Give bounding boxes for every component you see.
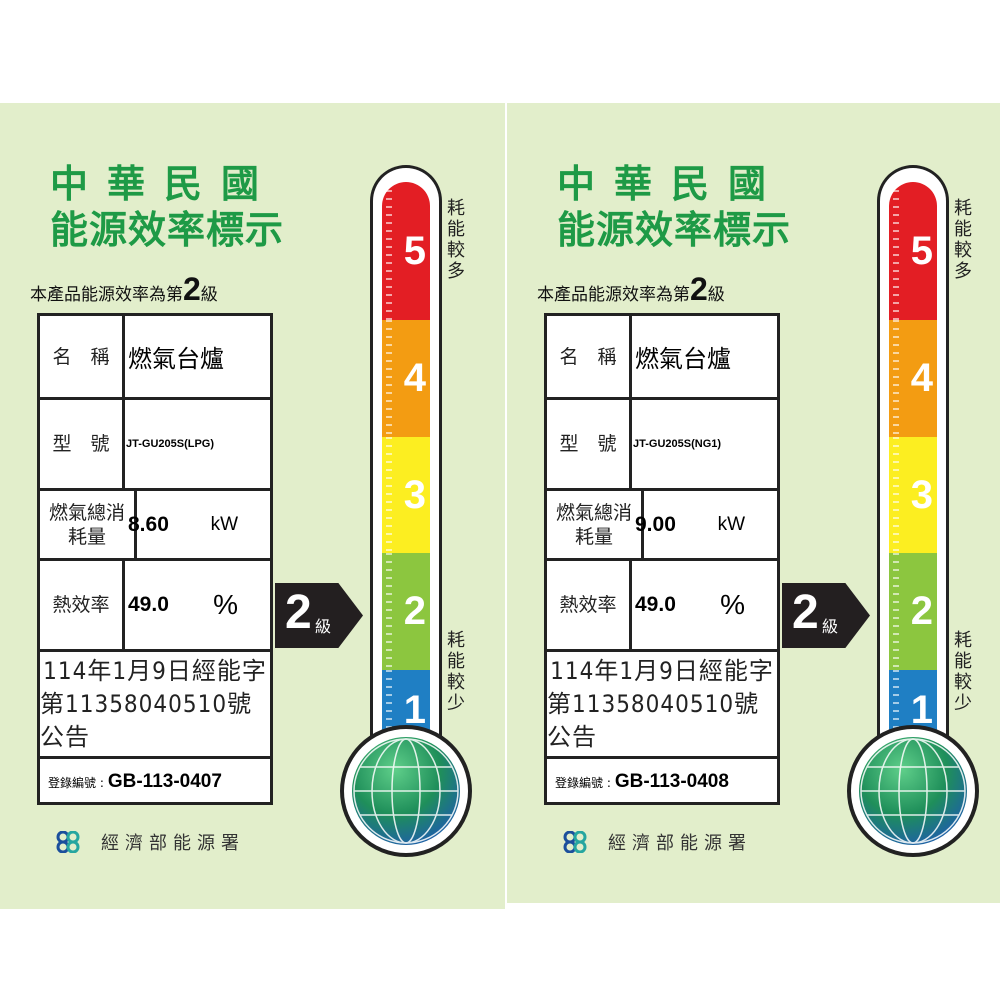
grade-number: 2 [183, 271, 201, 307]
announcement-line1: 114年1月9日經能字 [550, 656, 774, 685]
announcement: 114年1月9日經能字第11358040510號公告 [547, 652, 777, 759]
reg-value: GB-113-0407 [107, 771, 222, 792]
agency-name: 經濟部能源署 [101, 833, 245, 854]
name-value: 燃氣台爐 [635, 345, 731, 373]
band-2: 2 [382, 553, 430, 670]
reg-label: 登錄編號 : [555, 775, 611, 790]
row-gas: 燃氣總消耗量 8.60 kW [40, 491, 270, 561]
eff-value: 49.0 [635, 593, 676, 616]
name-label: 名 稱 [547, 316, 632, 397]
gas-label: 燃氣總消耗量 [547, 491, 644, 558]
model-value: JT-GU205S(LPG) [126, 438, 215, 450]
gas-value: 8.60 [128, 512, 169, 536]
gas-value: 9.00 [635, 512, 676, 536]
title-line1: 中華民國 [557, 162, 786, 206]
band-2: 2 [889, 553, 937, 670]
announcement-line1: 114年1月9日經能字 [43, 656, 267, 685]
globe-bulb [847, 725, 979, 857]
spec-table: 名 稱燃氣台爐 型 號 JT-GU205S(NG1) 燃氣總消耗量 9.00 kW 熱… [544, 313, 780, 805]
row-gas: 燃氣總消耗量 9.00 kW [547, 491, 777, 561]
eff-value: 49.0 [128, 593, 169, 616]
less-energy-label: 耗能較少 [447, 630, 465, 714]
agency-logo: 經濟部能源署 [562, 829, 752, 855]
agency-logo-icon [563, 831, 587, 853]
band-4: 4 [382, 320, 430, 437]
band-5: 5 [382, 182, 430, 320]
grade-statement-prefix: 本產品能源效率為第 [537, 285, 690, 305]
eff-value-cell: 49.0% [128, 561, 266, 649]
title-line1: 中華民國 [50, 162, 279, 206]
more-energy-label: 耗能較多 [447, 198, 465, 282]
agency-name: 經濟部能源署 [608, 833, 752, 854]
eff-value-cell: 49.0% [635, 561, 773, 649]
band-3: 3 [382, 437, 430, 553]
title-line2: 能源效率標示 [50, 208, 285, 252]
energy-label-ng1: 中華民國 能源效率標示 本產品能源效率為第2級 名 稱燃氣台爐 型 號 JT-GU… [507, 103, 1000, 903]
thermometer: 5 4 3 2 1 [370, 165, 442, 765]
gas-unit: kW [717, 513, 745, 535]
reg-label: 登錄編號 : [48, 775, 104, 790]
model-label: 型 號 [40, 400, 125, 488]
row-efficiency: 熱效率 49.0% [40, 561, 270, 652]
band-5: 5 [889, 182, 937, 320]
eff-label: 熱效率 [40, 561, 125, 649]
band-4: 4 [889, 320, 937, 437]
registration: 登錄編號 : GB-113-0407 [40, 759, 270, 805]
grade-number: 2 [690, 271, 708, 307]
registration: 登錄編號 : GB-113-0408 [547, 759, 777, 805]
title-line2: 能源效率標示 [557, 208, 792, 252]
gas-value-cell: 8.60 kW [128, 491, 266, 558]
announcement-line2: 第11358040510號公告 [547, 689, 760, 751]
label-title: 中華民國 能源效率標示 [557, 161, 792, 253]
grade-statement-prefix: 本產品能源效率為第 [30, 285, 183, 305]
less-energy-label: 耗能較少 [954, 630, 972, 714]
row-efficiency: 熱效率 49.0% [547, 561, 777, 652]
arrow-suffix: 級 [822, 617, 839, 636]
grade-statement-suffix: 級 [200, 285, 218, 305]
energy-label-lpg: 中華民國 能源效率標示 本產品能源效率為第2級 名 稱燃氣台爐 型 號 JT-GU… [0, 103, 505, 909]
announcement: 114年1月9日經能字第11358040510號公告 [40, 652, 270, 759]
eff-unit: % [720, 589, 745, 620]
gas-value-cell: 9.00 kW [635, 491, 773, 558]
gas-label: 燃氣總消耗量 [40, 491, 137, 558]
name-value: 燃氣台爐 [128, 345, 224, 373]
spec-table: 名 稱燃氣台爐 型 號 JT-GU205S(LPG) 燃氣總消耗量 8.60 kW 熱… [37, 313, 273, 805]
row-name: 名 稱燃氣台爐 [40, 316, 270, 400]
globe-icon [352, 737, 460, 845]
grade-statement-suffix: 級 [707, 285, 725, 305]
agency-logo: 經濟部能源署 [55, 829, 245, 855]
model-value: JT-GU205S(NG1) [633, 438, 722, 450]
globe-bulb [340, 725, 472, 857]
arrow-grade: 2 [285, 586, 312, 639]
gas-unit: kW [210, 513, 238, 535]
more-energy-label: 耗能較多 [954, 198, 972, 282]
label-title: 中華民國 能源效率標示 [50, 161, 285, 253]
eff-unit: % [213, 589, 238, 620]
globe-icon [859, 737, 967, 845]
name-label: 名 稱 [40, 316, 125, 397]
arrow-grade: 2 [792, 586, 819, 639]
announcement-line2: 第11358040510號公告 [40, 689, 253, 751]
eff-label: 熱效率 [547, 561, 632, 649]
agency-logo-icon [56, 831, 80, 853]
model-label: 型 號 [547, 400, 632, 488]
row-model: 型 號 JT-GU205S(LPG) [40, 400, 270, 491]
arrow-suffix: 級 [315, 617, 332, 636]
band-3: 3 [889, 437, 937, 553]
grade-statement: 本產品能源效率為第2級 [537, 271, 725, 308]
grade-statement: 本產品能源效率為第2級 [30, 271, 218, 308]
reg-value: GB-113-0408 [614, 771, 729, 792]
row-name: 名 稱燃氣台爐 [547, 316, 777, 400]
row-model: 型 號 JT-GU205S(NG1) [547, 400, 777, 491]
thermometer: 5 4 3 2 1 [877, 165, 949, 765]
